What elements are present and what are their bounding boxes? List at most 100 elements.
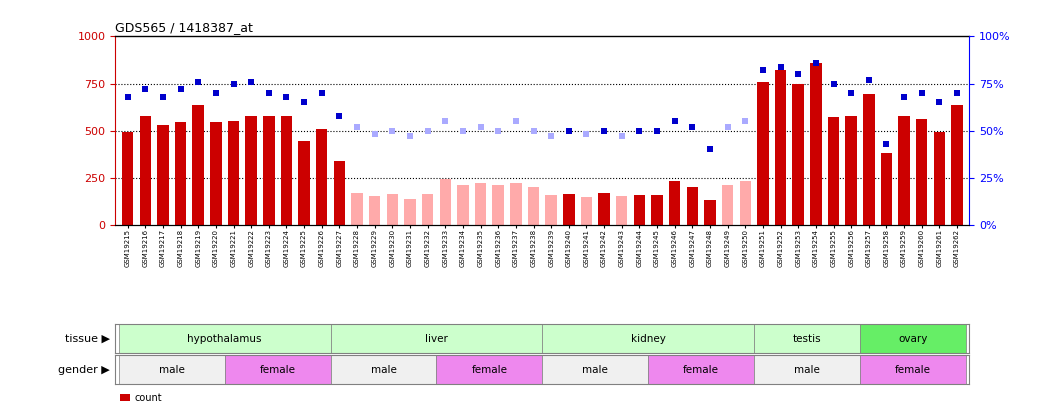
Bar	[598, 193, 610, 225]
Point	[790, 71, 807, 77]
Bar	[493, 185, 504, 225]
Bar	[934, 132, 945, 225]
Point	[455, 127, 472, 134]
Text: male: male	[371, 365, 396, 375]
Text: tissue ▶: tissue ▶	[65, 334, 110, 343]
Text: gender ▶: gender ▶	[59, 365, 110, 375]
Bar	[864, 94, 874, 225]
Bar	[634, 195, 646, 225]
Bar	[422, 194, 434, 225]
Bar	[792, 85, 804, 225]
Point	[296, 99, 312, 106]
Bar	[916, 119, 927, 225]
Point	[808, 60, 825, 66]
Bar	[369, 196, 380, 225]
Point	[507, 118, 524, 124]
Point	[613, 133, 630, 139]
Point	[755, 67, 771, 74]
Bar	[528, 187, 540, 225]
Bar	[157, 125, 169, 225]
Bar	[880, 153, 892, 225]
Bar	[649, 355, 755, 384]
Text: female: female	[472, 365, 507, 375]
Point	[914, 90, 931, 96]
Text: kidney: kidney	[631, 334, 665, 343]
Bar	[722, 185, 734, 225]
Point	[419, 127, 436, 134]
Bar	[898, 115, 910, 225]
Point	[896, 94, 913, 100]
Point	[525, 127, 542, 134]
Text: female: female	[895, 365, 931, 375]
Point	[719, 124, 736, 130]
Point	[931, 99, 947, 106]
Point	[349, 124, 366, 130]
Point	[595, 127, 612, 134]
Bar	[299, 141, 310, 225]
Bar	[543, 355, 649, 384]
Bar	[281, 115, 292, 225]
Bar	[755, 324, 860, 353]
Bar	[581, 196, 592, 225]
Text: male: male	[583, 365, 608, 375]
Bar	[774, 70, 786, 225]
Text: liver: liver	[425, 334, 447, 343]
Point	[401, 133, 418, 139]
Point	[243, 79, 260, 85]
Bar	[224, 355, 330, 384]
Bar	[686, 187, 698, 225]
Bar	[333, 161, 345, 225]
Point	[119, 94, 136, 100]
Point	[860, 77, 877, 83]
Text: testis: testis	[792, 334, 822, 343]
Point	[278, 94, 294, 100]
Point	[825, 80, 842, 87]
Text: ovary: ovary	[898, 334, 927, 343]
Bar	[457, 185, 468, 225]
Bar	[952, 104, 963, 225]
Point	[684, 124, 701, 130]
Bar	[245, 115, 257, 225]
Point	[172, 86, 189, 92]
Bar	[211, 122, 221, 225]
Text: male: male	[794, 365, 820, 375]
Point	[843, 90, 859, 96]
Bar	[810, 63, 822, 225]
Point	[737, 118, 754, 124]
Bar	[651, 195, 662, 225]
Bar	[139, 115, 151, 225]
Text: female: female	[683, 365, 719, 375]
Point	[543, 133, 560, 139]
Point	[154, 94, 171, 100]
Bar	[545, 195, 556, 225]
Bar	[669, 181, 680, 225]
Point	[701, 146, 718, 153]
Bar	[405, 199, 416, 225]
Text: hypothalamus: hypothalamus	[188, 334, 262, 343]
Bar	[740, 181, 751, 225]
Point	[578, 131, 595, 138]
Bar	[118, 324, 330, 353]
Bar	[316, 129, 327, 225]
Legend: count, percentile rank within the sample, value, Detection Call = ABSENT, rank, : count, percentile rank within the sample…	[121, 393, 300, 405]
Bar	[193, 105, 204, 225]
Bar	[563, 194, 574, 225]
Point	[473, 124, 489, 130]
Point	[260, 90, 277, 96]
Point	[367, 131, 384, 138]
Point	[667, 118, 683, 124]
Point	[208, 90, 224, 96]
Bar	[122, 132, 133, 225]
Point	[561, 127, 577, 134]
Bar	[330, 355, 436, 384]
Bar	[828, 117, 839, 225]
Bar	[755, 355, 860, 384]
Text: female: female	[260, 365, 296, 375]
Point	[489, 127, 506, 134]
Bar	[616, 196, 628, 225]
Bar	[330, 324, 543, 353]
Bar	[436, 355, 542, 384]
Bar	[387, 194, 398, 225]
Bar	[175, 122, 187, 225]
Bar	[263, 117, 275, 225]
